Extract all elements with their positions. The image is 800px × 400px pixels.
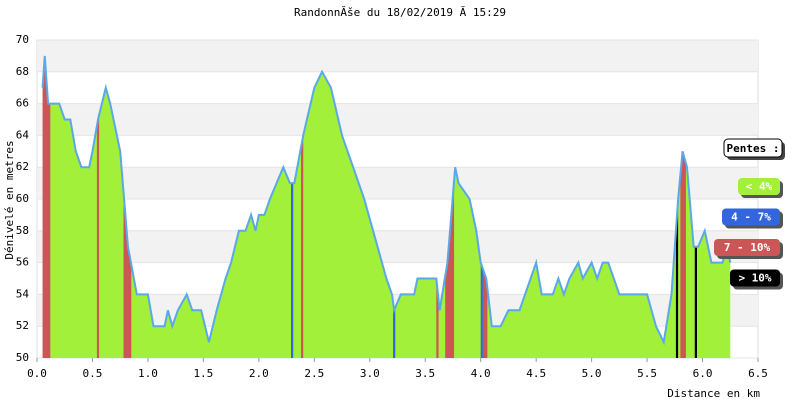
slope-band [300, 55, 304, 358]
chart-title: RandonnĂše du 18/02/2019 Ă 15:29 [294, 6, 506, 19]
line [41, 55, 732, 346]
legend-label: < 4% [746, 180, 773, 193]
area-fill [42, 55, 731, 359]
y-tick-label: 66 [16, 97, 29, 110]
grid-band [37, 167, 758, 199]
y-tick-label: 70 [16, 33, 29, 46]
legend-label: > 10% [738, 272, 771, 285]
y-tick-label: 62 [16, 160, 29, 173]
x-tick-label: 2.0 [249, 367, 269, 380]
x-tick-label: 3.5 [415, 367, 435, 380]
legend-swatch [738, 178, 780, 195]
x-tick-label: 1.5 [193, 367, 213, 380]
y-tick-label: 68 [16, 65, 29, 78]
slope-band [42, 55, 51, 358]
x-tick-label: 1.0 [138, 367, 158, 380]
y-tick-label: 60 [16, 192, 29, 205]
slope-band [680, 55, 686, 358]
legend-swatch [714, 239, 780, 256]
legend-title-box [723, 138, 783, 158]
y-axis-label: Dénivelé en metres [3, 140, 16, 259]
x-tick-label: 2.5 [304, 367, 324, 380]
x-tick-label: 3.0 [360, 367, 380, 380]
slope-band [291, 55, 294, 358]
x-tick-label: 5.0 [582, 367, 602, 380]
grid-band [37, 103, 758, 136]
legend-swatch [730, 269, 780, 287]
y-tick-label: 64 [16, 128, 30, 141]
x-tick-label: 5.5 [637, 367, 657, 380]
slope-band [96, 55, 100, 358]
y-tick-label: 54 [16, 287, 30, 300]
x-axis-label: Distance en km [667, 387, 760, 400]
legend-label: 7 - 10% [724, 241, 771, 254]
x-tick-label: 4.5 [526, 367, 546, 380]
y-tick-label: 52 [16, 319, 29, 332]
grid-band [37, 230, 758, 263]
y-tick-label: 56 [16, 256, 29, 269]
y-tick-label: 50 [16, 351, 29, 364]
x-tick-label: 0.5 [83, 367, 103, 380]
x-tick-label: 6.0 [693, 367, 713, 380]
x-tick-label: 6.5 [748, 367, 768, 380]
legend-label: 4 - 7% [731, 211, 771, 224]
x-tick-label: 0.0 [27, 367, 47, 380]
legend-title: Pentes : [727, 142, 780, 155]
y-tick-label: 58 [16, 224, 29, 237]
grid-band [37, 40, 758, 72]
x-tick-label: 4.0 [471, 367, 491, 380]
legend-swatch [722, 208, 780, 226]
